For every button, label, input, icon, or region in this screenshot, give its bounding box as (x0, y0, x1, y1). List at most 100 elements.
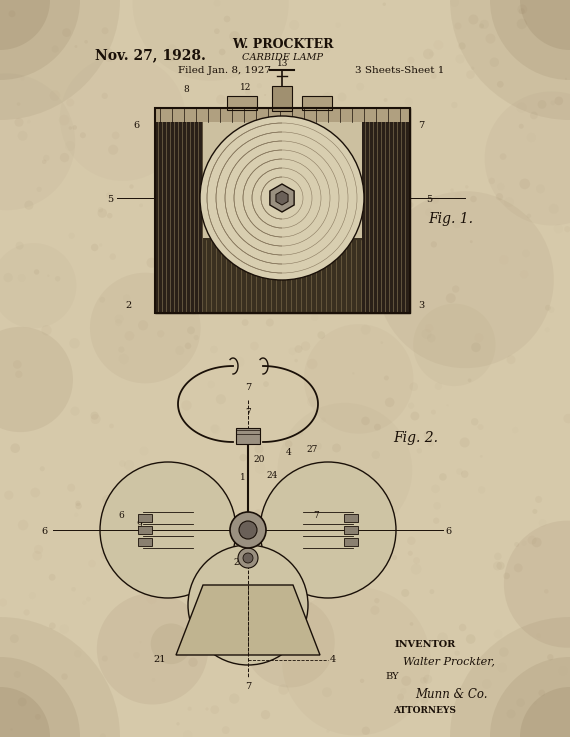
Polygon shape (270, 184, 294, 212)
Point (559, 665, 568, 677)
Point (221, 183, 230, 195)
Point (427, 48, 436, 60)
Point (512, 539, 521, 551)
Point (454, 20, 463, 32)
Bar (155, 108, 203, 313)
Text: 6: 6 (118, 511, 124, 520)
Text: 7: 7 (245, 383, 251, 392)
Point (380, 0, 389, 10)
Point (149, 674, 158, 686)
Point (507, 354, 516, 366)
Point (493, 551, 502, 562)
Point (174, 255, 184, 267)
Point (250, 50, 259, 62)
Point (390, 552, 399, 564)
Text: 3: 3 (418, 301, 424, 310)
Point (260, 89, 270, 101)
Point (173, 718, 182, 730)
Point (498, 662, 507, 674)
Point (446, 293, 455, 304)
Point (415, 445, 424, 457)
Text: Fig. 1.: Fig. 1. (428, 212, 473, 226)
Point (453, 689, 462, 701)
Circle shape (490, 0, 570, 80)
Point (127, 181, 136, 192)
Circle shape (377, 191, 554, 368)
Point (507, 708, 516, 720)
Point (357, 675, 367, 687)
Text: 5: 5 (426, 195, 432, 203)
Point (311, 515, 320, 527)
Point (109, 144, 118, 156)
Point (182, 399, 191, 411)
Text: 5: 5 (107, 195, 113, 203)
Point (438, 632, 447, 643)
Point (343, 511, 352, 523)
Point (406, 199, 415, 211)
Point (290, 19, 299, 31)
Point (486, 32, 495, 44)
Point (531, 697, 540, 709)
Point (48, 620, 57, 632)
Point (213, 0, 222, 9)
Point (370, 539, 379, 551)
Point (40, 156, 49, 168)
Point (477, 20, 486, 32)
Point (543, 302, 552, 314)
Point (517, 102, 526, 113)
Point (458, 40, 467, 52)
Point (419, 674, 428, 686)
Point (136, 200, 145, 212)
Point (170, 293, 180, 305)
Point (210, 704, 219, 716)
Point (97, 207, 107, 219)
Point (220, 113, 229, 125)
Point (193, 220, 202, 231)
Point (467, 236, 476, 248)
Point (522, 248, 531, 259)
Point (25, 199, 34, 211)
Point (564, 413, 570, 425)
Point (518, 4, 527, 15)
Point (511, 425, 520, 436)
Text: Filed Jan. 8, 1927: Filed Jan. 8, 1927 (178, 66, 271, 75)
Point (396, 691, 405, 703)
Circle shape (450, 0, 570, 120)
Point (25, 116, 34, 128)
Point (78, 129, 87, 141)
Point (460, 468, 469, 480)
Point (520, 178, 530, 190)
Point (548, 97, 557, 109)
Point (11, 442, 20, 454)
Point (283, 511, 292, 523)
Point (327, 478, 336, 489)
Point (115, 313, 124, 325)
Point (290, 231, 299, 242)
Point (209, 343, 218, 355)
Point (188, 242, 197, 254)
Point (222, 13, 231, 25)
Point (412, 555, 421, 567)
Point (453, 647, 462, 659)
Point (100, 90, 109, 102)
Point (249, 140, 258, 152)
Point (118, 533, 127, 545)
Circle shape (484, 91, 570, 226)
Point (454, 190, 463, 202)
Point (67, 230, 76, 242)
Point (42, 324, 51, 336)
Point (14, 116, 23, 128)
Point (406, 399, 416, 411)
Point (410, 410, 420, 422)
Point (48, 571, 57, 583)
Circle shape (490, 657, 570, 737)
Point (477, 484, 486, 496)
Point (184, 340, 193, 352)
Point (450, 0, 459, 8)
Point (3, 272, 13, 284)
Circle shape (0, 657, 80, 737)
Point (317, 329, 326, 341)
Point (402, 675, 411, 687)
Point (229, 167, 238, 178)
Point (234, 175, 243, 187)
